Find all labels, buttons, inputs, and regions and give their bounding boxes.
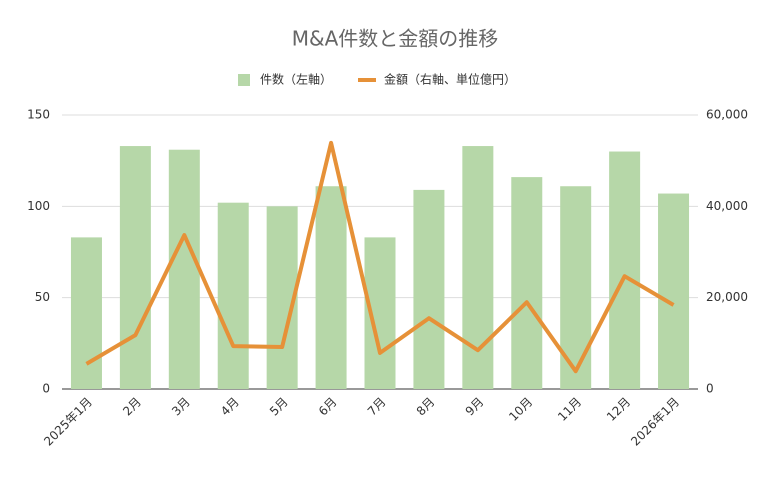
x-tick-label: 2026年1月 — [628, 395, 682, 449]
x-tick-label: 7月 — [365, 395, 389, 419]
x-tick-label: 5月 — [267, 395, 291, 419]
y-tick-label: 0 — [42, 382, 50, 396]
bar — [168, 149, 200, 389]
bar — [315, 186, 347, 389]
y2-tick-label: 60,000 — [706, 108, 748, 122]
x-tick-label: 8月 — [414, 395, 438, 419]
x-tick-label: 11月 — [555, 395, 584, 424]
bar — [658, 193, 690, 389]
bar — [511, 177, 543, 389]
y-tick-label: 100 — [27, 199, 50, 213]
bar — [609, 151, 641, 389]
x-tick-label: 10月 — [506, 395, 535, 424]
x-tick-label: 2月 — [120, 395, 144, 419]
legend-swatch — [238, 74, 250, 86]
legend-label: 件数（左軸） — [260, 72, 332, 87]
x-tick-label: 3月 — [169, 395, 193, 419]
x-tick-label: 9月 — [463, 395, 487, 419]
x-tick-label: 12月 — [604, 395, 633, 424]
legend-label: 金額（右軸、単位億円） — [384, 72, 516, 87]
x-tick-label: 2025年1月 — [41, 395, 95, 449]
bar — [462, 146, 494, 389]
x-tick-label: 4月 — [218, 395, 242, 419]
y-tick-label: 50 — [35, 290, 50, 304]
y2-tick-label: 0 — [706, 382, 714, 396]
bar — [119, 146, 151, 389]
y2-tick-label: 20,000 — [706, 290, 748, 304]
chart-title: M&A件数と金額の推移 — [292, 27, 499, 51]
line — [85, 140, 675, 374]
bar — [217, 202, 249, 389]
x-tick-label: 6月 — [316, 395, 340, 419]
y-tick-label: 150 — [27, 108, 50, 122]
bar — [413, 189, 445, 389]
y2-tick-label: 40,000 — [706, 199, 748, 213]
bar — [70, 237, 102, 389]
